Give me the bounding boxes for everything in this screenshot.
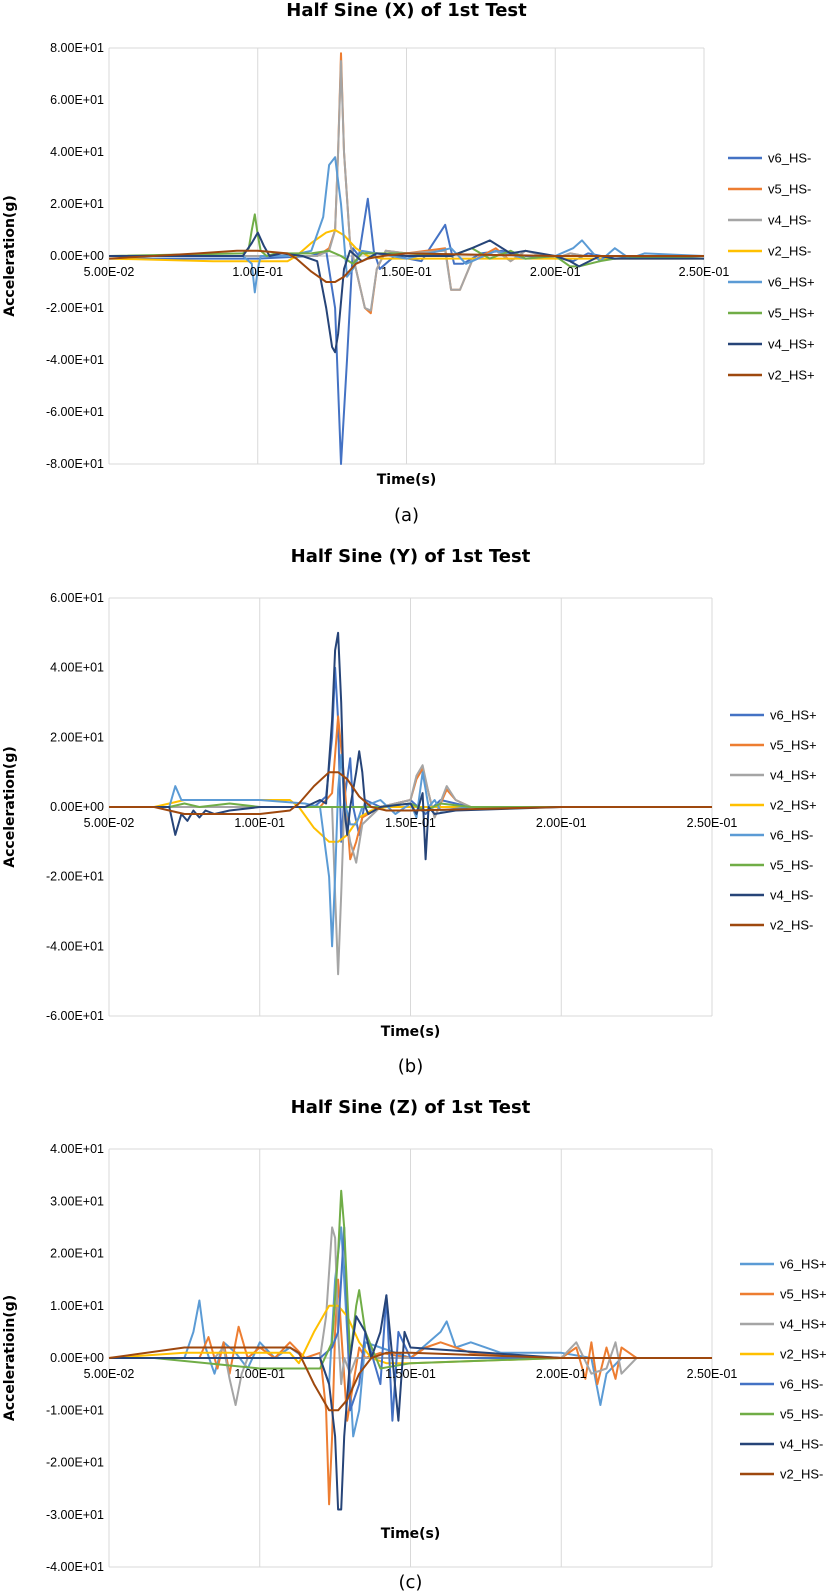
legend: v6_HS+ v5_HS+ v4_HS+ v2_HS+ v6_HS-v5_HS-v4_H…: [730, 708, 817, 933]
y-tick-label: -2.00E+01: [46, 1456, 104, 1470]
legend-label: v4_HS+: [768, 337, 815, 352]
legend-label: v4_HS+: [770, 768, 817, 783]
x-axis-label: Time(s): [381, 1526, 441, 1542]
series-line-v2_HS-: [109, 771, 712, 815]
series-line-v2_HS+: [108, 249, 704, 283]
legend-label: v4_HS-: [770, 888, 813, 903]
legend-label: v2_HS-: [780, 1467, 823, 1482]
y-tick-label: 4.00E+01: [50, 1142, 104, 1156]
x-tick-label: 1.50E-01: [385, 816, 436, 830]
y-tick-label: -2.00E+01: [46, 870, 104, 884]
legend-label: v5_HS+: [780, 1287, 827, 1302]
figure-caption: (a): [394, 505, 419, 526]
legend-label: v4_HS-: [768, 213, 811, 228]
y-tick-label: 0.00E+00: [50, 249, 104, 263]
legend-label: v5_HS+: [768, 306, 815, 321]
legend-label: v6_HS-: [768, 151, 811, 166]
legend-label: v5_HS-: [770, 858, 813, 873]
y-tick-label: 2.00E+01: [50, 1247, 104, 1261]
y-tick-label: 2.00E+01: [50, 730, 104, 744]
x-tick-label: 2.00E-01: [536, 1367, 587, 1381]
legend-label: v6_HS-: [780, 1377, 823, 1392]
y-tick-label: -6.00E+01: [46, 1009, 104, 1023]
series-line-v5_HS-: [109, 1189, 712, 1370]
y-tick-label: 6.00E+01: [50, 93, 104, 107]
legend-label: v6_HS-: [770, 828, 813, 843]
figure-caption: (b): [398, 1056, 423, 1077]
y-tick-label: 4.00E+01: [50, 145, 104, 159]
series-line-v4_HS-: [109, 1294, 712, 1511]
legend-label: v5_HS+: [770, 738, 817, 753]
legend-label: v6_HS+: [768, 275, 815, 290]
series-line-v5_HS+: [109, 1278, 712, 1506]
y-axis-label: Acceleration(g): [2, 195, 18, 316]
y-tick-label: 2.00E+01: [50, 197, 104, 211]
y-tick-label: -4.00E+01: [46, 1560, 104, 1574]
legend-label: v2_HS-: [770, 918, 813, 933]
chart-c: Half Sine (Z) of 1st Test 4.00E+01 3.00E+0…: [2, 1097, 827, 1593]
y-tick-label: -6.00E+01: [46, 405, 104, 419]
chart-title: Half Sine (X) of 1st Test: [286, 0, 527, 21]
y-tick-label: 3.00E+01: [50, 1194, 104, 1208]
x-axis-label: Time(s): [377, 472, 437, 488]
legend-label: v5_HS-: [780, 1407, 823, 1422]
x-tick-label: 2.00E-01: [536, 816, 587, 830]
legend-label: v2_HS+: [780, 1347, 827, 1362]
y-tick-label: 0.00E+00: [50, 800, 104, 814]
chart-b: Half Sine (Y) of 1st Test 6.00E+01 4.00E+0…: [2, 546, 817, 1077]
x-tick-label: 5.00E-02: [84, 816, 135, 830]
x-tick-label: 5.00E-02: [84, 1367, 135, 1381]
chart-title: Half Sine (Y) of 1st Test: [291, 546, 531, 567]
legend-label: v6_HS+: [780, 1257, 827, 1272]
legend-label: v2_HS+: [768, 368, 815, 383]
figure-caption: (c): [399, 1572, 423, 1593]
y-tick-label: -8.00E+01: [46, 457, 104, 471]
legend-label: v4_HS-: [780, 1437, 823, 1452]
y-tick-label: 4.00E+01: [50, 661, 104, 675]
y-tick-label: 0.00E+00: [50, 1351, 104, 1365]
series-line-v2_HS-: [108, 1346, 712, 1412]
y-tick-label: 1.00E+01: [50, 1299, 104, 1313]
legend-label: v5_HS-: [768, 182, 811, 197]
legend-label: v2_HS+: [770, 798, 817, 813]
y-tick-label: -1.00E+01: [46, 1403, 104, 1417]
y-tick-label: 8.00E+01: [50, 41, 104, 55]
x-tick-label: 2.00E-01: [530, 265, 581, 279]
series-line-v4_HS+: [109, 1226, 712, 1406]
y-tick-label: 6.00E+01: [50, 591, 104, 605]
x-tick-label: 2.50E-01: [679, 265, 730, 279]
chart-title: Half Sine (Z) of 1st Test: [291, 1097, 531, 1118]
chart-a: Half Sine (X) of 1st Test 8.00E+01 6.00E+0…: [2, 0, 815, 526]
x-tick-label: 2.50E-01: [687, 816, 738, 830]
y-axis-label: Acceleratioin(g): [2, 1295, 18, 1421]
x-tick-label: 5.00E-02: [84, 265, 135, 279]
legend-label: v2_HS-: [768, 244, 811, 259]
x-axis-label: Time(s): [381, 1024, 441, 1040]
legend-label: v6_HS+: [770, 708, 817, 723]
y-tick-label: -2.00E+01: [46, 301, 104, 315]
x-tick-label: 1.00E-01: [234, 1367, 285, 1381]
x-tick-label: 1.50E-01: [381, 265, 432, 279]
y-tick-label: -4.00E+01: [46, 939, 104, 953]
y-tick-label: -3.00E+01: [46, 1508, 104, 1522]
x-tick-label: 1.00E-01: [232, 265, 283, 279]
x-tick-label: 2.50E-01: [687, 1367, 738, 1381]
legend-label: v4_HS+: [780, 1317, 827, 1332]
series-line-v4_HS-: [109, 631, 712, 861]
legend: v6_HS+ v5_HS+ v4_HS+ v2_HS+ v6_HS-v5_HS-v4_H…: [740, 1257, 827, 1482]
y-axis-label: Acceleration(g): [2, 746, 18, 867]
y-tick-label: -4.00E+01: [46, 353, 104, 367]
legend: v6_HS-v5_HS-v4_HS-v2_HS-v6_HS+ v5_HS+ v4_H…: [728, 151, 815, 383]
x-tick-label: 1.00E-01: [234, 816, 285, 830]
x-tick-label: 1.50E-01: [385, 1367, 436, 1381]
